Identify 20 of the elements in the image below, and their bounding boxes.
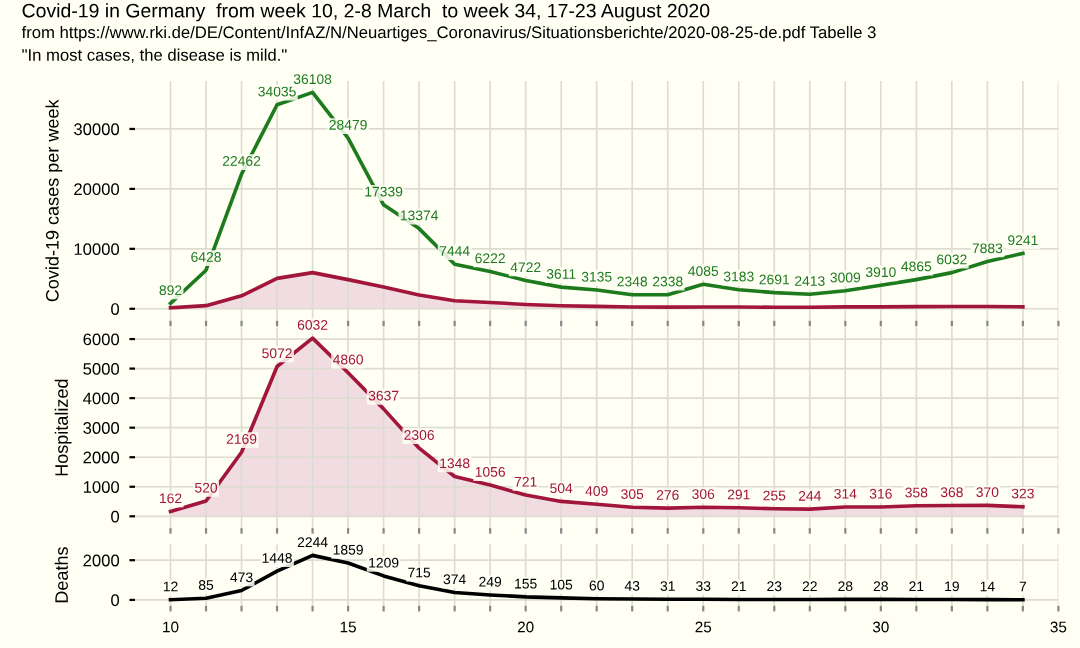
y-axis-title: Covid-19 cases per week (45, 99, 63, 302)
y-axis-title: Hospitalized (54, 379, 72, 476)
y-tick-label: 2000 (83, 451, 120, 464)
y-tick-label: 1000 (83, 481, 120, 493)
y-tick-label: 30000 (74, 123, 120, 136)
y-tick-label: 2000 (83, 554, 120, 567)
y-tick-label: 0 (111, 594, 120, 607)
y-tick-label: 5000 (83, 363, 120, 375)
line-series (168, 553, 1025, 602)
y-tick-label: 20000 (74, 183, 120, 196)
y-tick-label: 6000 (83, 333, 120, 346)
y-axis-title: Deaths (54, 547, 68, 603)
y-tick-label: 0 (111, 303, 120, 315)
y-tick-label: 10000 (74, 243, 120, 256)
y-tick-label: 4000 (83, 392, 120, 405)
y-tick-label: 3000 (83, 422, 120, 434)
chart-subtitle: from https://www.rki.de/DE/Content/InfAZ/N/Neuartiges_Coronavirus/Situationsberichte/2020-08-25-de.pdf Tabelle 3 (21, 25, 876, 42)
chart-title: Covid-19 in Germany from week 10, 2-8 March to week 34, 17-23 August 2020 (22, 3, 710, 22)
text: "In most cases, the disease is mild." (22, 48, 287, 63)
y-tick-label: 0 (111, 510, 120, 523)
